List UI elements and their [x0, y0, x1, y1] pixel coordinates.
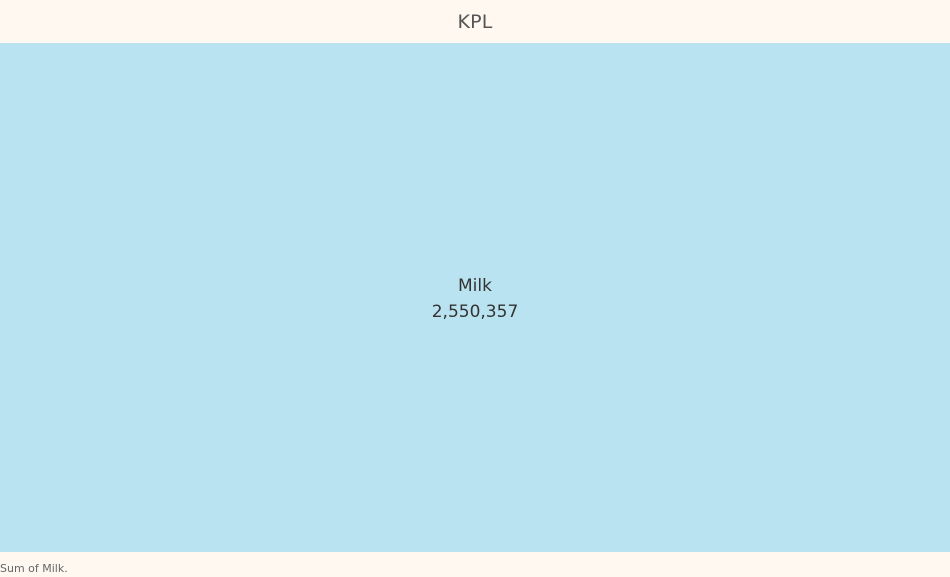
tile-value-label: 2,550,357	[431, 302, 519, 322]
worksheet-title: KPL	[457, 10, 493, 33]
worksheet-caption: Sum of Milk.	[0, 562, 68, 575]
treemap-tile-milk[interactable]: Milk 2,550,357	[0, 43, 950, 552]
worksheet-header: KPL	[0, 0, 950, 43]
tile-category-label: Milk	[458, 276, 492, 296]
tile-label: Milk 2,550,357	[0, 273, 950, 325]
